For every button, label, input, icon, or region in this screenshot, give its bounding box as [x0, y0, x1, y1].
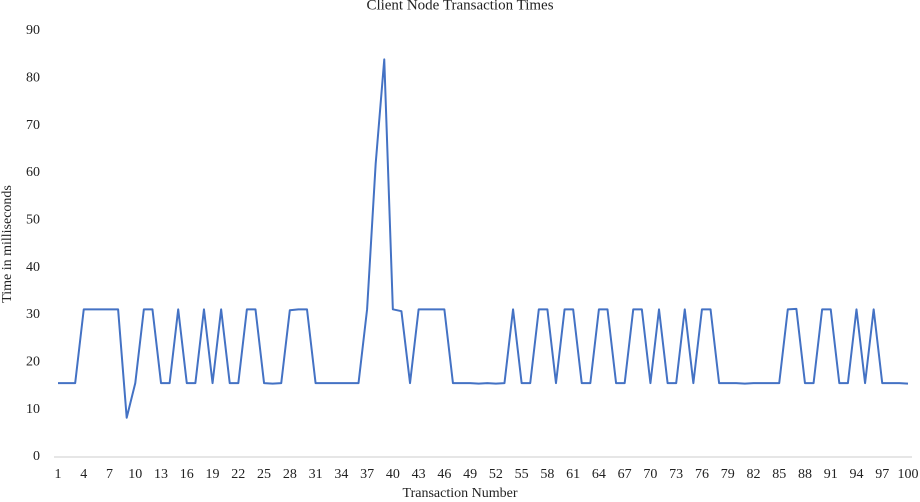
x-tick-label: 37	[360, 467, 374, 482]
x-tick-label: 64	[592, 467, 606, 482]
x-tick-label: 73	[669, 467, 683, 482]
x-tick-label: 7	[106, 467, 113, 482]
y-tick-label: 30	[26, 307, 40, 322]
y-tick-label: 20	[26, 355, 40, 370]
y-tick-label: 0	[33, 449, 40, 464]
x-tick-label: 13	[154, 467, 168, 482]
x-tick-label: 94	[849, 467, 863, 482]
x-tick-label: 25	[257, 467, 271, 482]
data-line	[58, 58, 909, 419]
x-tick-label: 70	[643, 467, 657, 482]
x-tick-label: 58	[540, 467, 554, 482]
x-tick-label: 67	[618, 467, 632, 482]
x-tick-label: 1	[55, 467, 62, 482]
x-tick-label: 55	[515, 467, 529, 482]
x-tick-label: 97	[875, 467, 889, 482]
x-tick-label: 34	[334, 467, 348, 482]
y-tick-label: 50	[26, 213, 40, 228]
y-tick-label: 40	[26, 260, 40, 275]
x-tick-label: 52	[489, 467, 503, 482]
x-tick-label: 43	[412, 467, 426, 482]
x-tick-label: 19	[206, 467, 220, 482]
x-tick-label: 100	[898, 467, 919, 482]
x-tick-label: 16	[180, 467, 194, 482]
x-tick-label: 79	[721, 467, 735, 482]
y-tick-label: 70	[26, 118, 40, 133]
chart-title: Client Node Transaction Times	[366, 0, 553, 13]
y-tick-label: 90	[26, 23, 40, 38]
y-tick-label: 60	[26, 165, 40, 180]
y-tick-label: 10	[26, 402, 40, 417]
x-tick-label: 49	[463, 467, 477, 482]
x-axis-label: Transaction Number	[403, 486, 518, 501]
x-tick-label: 76	[695, 467, 709, 482]
x-tick-label: 40	[386, 467, 400, 482]
x-tick-label: 88	[798, 467, 812, 482]
x-tick-label: 10	[128, 467, 142, 482]
x-tick-label: 91	[824, 467, 838, 482]
x-tick-label: 85	[772, 467, 786, 482]
x-tick-label: 46	[437, 467, 451, 482]
x-tick-label: 4	[80, 467, 87, 482]
x-tick-label: 82	[746, 467, 760, 482]
x-tick-label: 22	[231, 467, 245, 482]
x-tick-label: 31	[309, 467, 323, 482]
y-tick-label: 80	[26, 71, 40, 86]
x-tick-label: 61	[566, 467, 580, 482]
y-axis-label: Time in milliseconds	[0, 185, 15, 303]
x-tick-label: 28	[283, 467, 297, 482]
